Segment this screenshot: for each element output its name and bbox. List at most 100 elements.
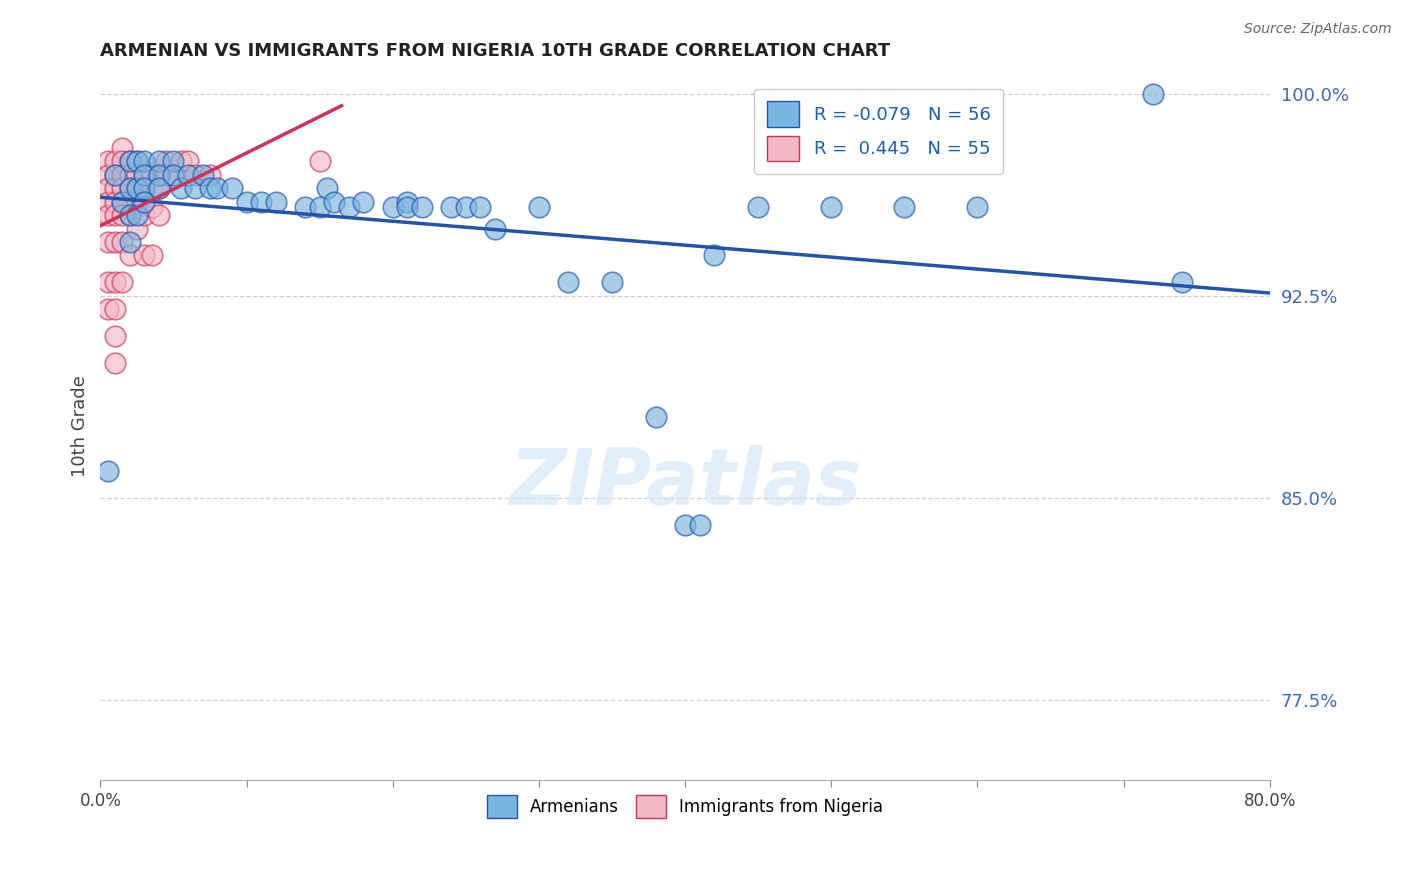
Point: [353, 194, 375, 209]
Point: [557, 276, 579, 290]
Point: [134, 181, 156, 195]
Point: [703, 248, 725, 262]
Point: [155, 154, 177, 169]
Point: [316, 181, 339, 195]
Point: [893, 200, 915, 214]
Point: [111, 194, 134, 209]
Point: [97, 154, 120, 169]
Point: [104, 356, 127, 370]
Point: [148, 154, 170, 169]
Y-axis label: 10th Grade: 10th Grade: [72, 376, 89, 477]
Point: [125, 208, 148, 222]
Point: [97, 181, 120, 195]
Point: [111, 276, 134, 290]
Point: [673, 517, 696, 532]
Point: [97, 235, 120, 249]
Point: [470, 200, 492, 214]
Point: [148, 181, 170, 195]
Point: [689, 517, 711, 532]
Point: [1171, 276, 1194, 290]
Point: [198, 168, 221, 182]
Point: [125, 181, 148, 195]
Point: [118, 208, 141, 222]
Point: [264, 194, 287, 209]
Point: [134, 194, 156, 209]
Point: [454, 200, 477, 214]
Point: [148, 181, 170, 195]
Point: [396, 200, 419, 214]
Point: [118, 181, 141, 195]
Point: [104, 154, 127, 169]
Point: [162, 168, 184, 182]
Point: [148, 208, 170, 222]
Point: [170, 154, 193, 169]
Point: [747, 200, 769, 214]
Point: [125, 221, 148, 235]
Point: [381, 200, 404, 214]
Point: [600, 276, 623, 290]
Point: [125, 154, 148, 169]
Point: [118, 154, 141, 169]
Point: [104, 168, 127, 182]
Point: [125, 168, 148, 182]
Text: ARMENIAN VS IMMIGRANTS FROM NIGERIA 10TH GRADE CORRELATION CHART: ARMENIAN VS IMMIGRANTS FROM NIGERIA 10TH…: [100, 42, 890, 60]
Point: [527, 200, 550, 214]
Point: [966, 200, 988, 214]
Point: [125, 181, 148, 195]
Point: [125, 154, 148, 169]
Text: ZIPatlas: ZIPatlas: [509, 445, 860, 521]
Point: [644, 409, 666, 424]
Point: [162, 154, 184, 169]
Point: [111, 235, 134, 249]
Point: [294, 200, 316, 214]
Point: [104, 235, 127, 249]
Point: [484, 221, 506, 235]
Point: [104, 168, 127, 182]
Point: [104, 276, 127, 290]
Point: [1142, 87, 1164, 101]
Point: [97, 464, 120, 478]
Point: [141, 248, 163, 262]
Point: [155, 168, 177, 182]
Point: [235, 194, 257, 209]
Point: [118, 248, 141, 262]
Point: [118, 208, 141, 222]
Point: [118, 235, 141, 249]
Point: [134, 248, 156, 262]
Point: [820, 200, 842, 214]
Point: [118, 181, 141, 195]
Text: Source: ZipAtlas.com: Source: ZipAtlas.com: [1244, 22, 1392, 37]
Point: [111, 194, 134, 209]
Point: [104, 181, 127, 195]
Point: [308, 154, 330, 169]
Point: [148, 168, 170, 182]
Point: [118, 168, 141, 182]
Point: [148, 168, 170, 182]
Point: [97, 208, 120, 222]
Point: [177, 168, 200, 182]
Point: [97, 276, 120, 290]
Point: [97, 168, 120, 182]
Point: [111, 208, 134, 222]
Point: [177, 154, 200, 169]
Point: [184, 181, 207, 195]
Point: [111, 181, 134, 195]
Point: [134, 168, 156, 182]
Point: [134, 154, 156, 169]
Point: [191, 168, 214, 182]
Point: [125, 194, 148, 209]
Point: [134, 181, 156, 195]
Point: [308, 200, 330, 214]
Point: [440, 200, 463, 214]
Point: [104, 302, 127, 317]
Point: [111, 154, 134, 169]
Point: [184, 168, 207, 182]
Point: [337, 200, 360, 214]
Point: [134, 168, 156, 182]
Legend: Armenians, Immigrants from Nigeria: Armenians, Immigrants from Nigeria: [481, 789, 890, 825]
Point: [141, 168, 163, 182]
Point: [97, 194, 120, 209]
Point: [250, 194, 273, 209]
Point: [411, 200, 433, 214]
Point: [104, 329, 127, 343]
